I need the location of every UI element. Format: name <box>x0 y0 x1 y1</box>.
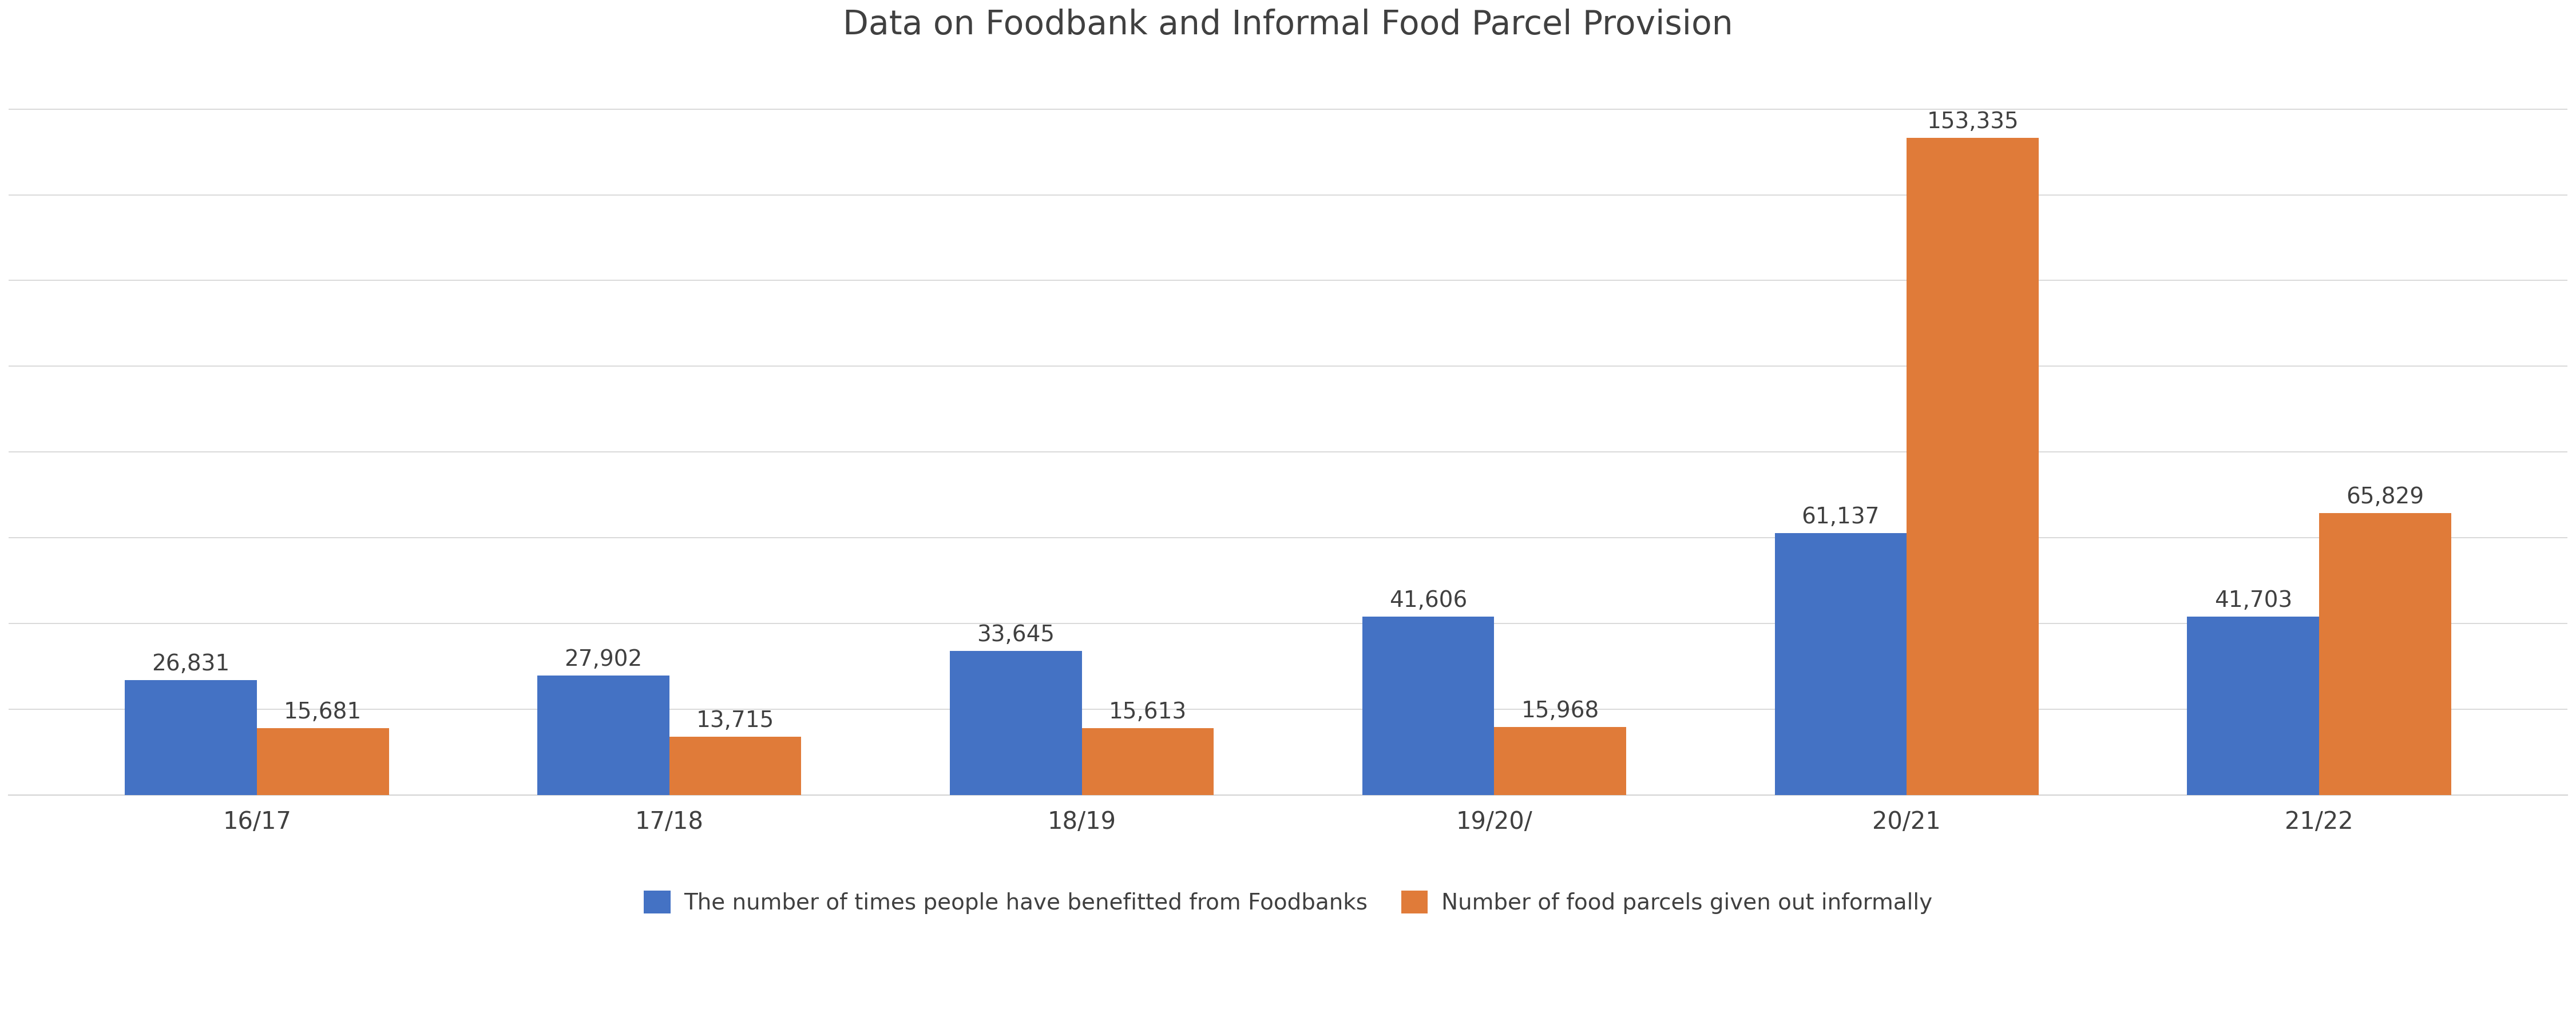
Bar <box>124 680 258 795</box>
Bar <box>1494 727 1625 795</box>
Text: 41,606: 41,606 <box>1388 590 1468 612</box>
Bar <box>1906 138 2038 795</box>
Text: 26,831: 26,831 <box>152 653 229 675</box>
Bar <box>258 728 389 795</box>
Text: 153,335: 153,335 <box>1927 110 2020 133</box>
Text: 65,829: 65,829 <box>2347 486 2424 507</box>
Bar <box>538 676 670 795</box>
Bar <box>1363 617 1494 795</box>
Legend: The number of times people have benefitted from Foodbanks, Number of food parcel: The number of times people have benefitt… <box>634 879 1942 925</box>
Bar <box>1082 728 1213 795</box>
Title: Data on Foodbank and Informal Food Parcel Provision: Data on Foodbank and Informal Food Parce… <box>842 8 1734 41</box>
Text: 15,613: 15,613 <box>1108 701 1188 723</box>
Text: 33,645: 33,645 <box>976 624 1054 646</box>
Bar <box>1775 533 1906 795</box>
Bar <box>2318 513 2452 795</box>
Text: 41,703: 41,703 <box>2215 589 2293 612</box>
Text: 61,137: 61,137 <box>1801 506 1880 528</box>
Text: 13,715: 13,715 <box>696 710 775 731</box>
Text: 27,902: 27,902 <box>564 648 641 671</box>
Bar <box>951 651 1082 795</box>
Bar <box>2187 617 2318 795</box>
Text: 15,681: 15,681 <box>283 701 361 723</box>
Text: 15,968: 15,968 <box>1522 700 1600 722</box>
Bar <box>670 736 801 795</box>
